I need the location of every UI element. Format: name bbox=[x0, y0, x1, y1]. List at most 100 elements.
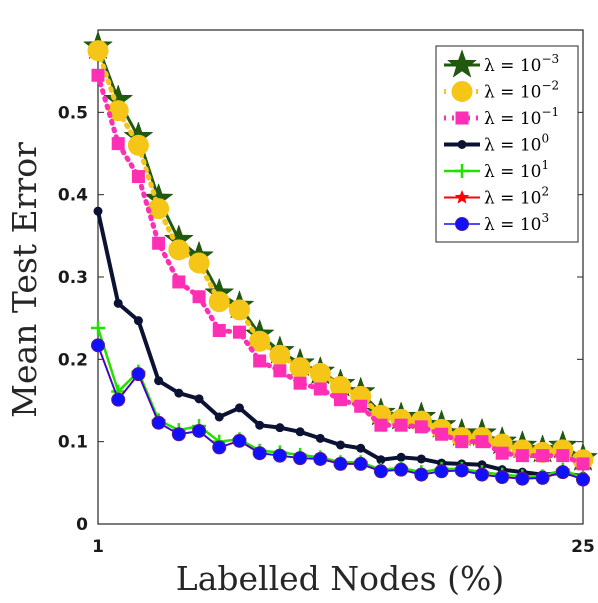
circle-marker bbox=[309, 362, 331, 384]
square-marker bbox=[435, 427, 449, 441]
plus-marker bbox=[91, 321, 105, 336]
circle-marker bbox=[293, 451, 308, 466]
square-marker bbox=[152, 236, 166, 250]
square-marker bbox=[293, 376, 307, 390]
square-marker bbox=[495, 446, 509, 460]
circle-marker bbox=[535, 470, 550, 485]
circle-marker bbox=[515, 471, 530, 486]
dot-marker bbox=[174, 388, 184, 398]
circle-marker bbox=[451, 81, 473, 102]
circle-marker bbox=[434, 464, 449, 479]
x-tick-label: 1 bbox=[92, 537, 104, 557]
circle-marker bbox=[249, 330, 271, 352]
circle-marker bbox=[151, 415, 166, 430]
legend-label: λ = 100 bbox=[484, 132, 549, 156]
circle-marker bbox=[91, 338, 105, 353]
circle-marker bbox=[232, 433, 247, 448]
circle-marker bbox=[212, 440, 227, 455]
legend-label: λ = 10−1 bbox=[484, 105, 559, 129]
circle-marker bbox=[313, 451, 328, 466]
legend-exponent: 0 bbox=[541, 132, 549, 146]
circle-marker bbox=[394, 462, 409, 477]
y-tick-label: 0.2 bbox=[58, 350, 88, 370]
circle-marker bbox=[455, 217, 469, 231]
dot-marker bbox=[234, 403, 244, 413]
y-tick-label: 0.3 bbox=[58, 268, 88, 288]
dot-marker bbox=[214, 412, 224, 422]
legend-label: λ = 102 bbox=[484, 185, 549, 209]
dot-marker bbox=[356, 443, 366, 453]
circle-marker bbox=[495, 470, 510, 485]
circle-marker bbox=[333, 456, 348, 471]
square-marker bbox=[253, 354, 267, 368]
square-marker bbox=[475, 435, 489, 449]
square-marker bbox=[414, 420, 428, 434]
legend-exponent: 2 bbox=[541, 185, 549, 199]
circle-marker bbox=[576, 472, 590, 487]
square-marker bbox=[455, 435, 469, 449]
y-tick-label: 0 bbox=[76, 515, 88, 535]
y-tick-label: 0.1 bbox=[58, 433, 88, 453]
star-marker bbox=[454, 189, 470, 204]
circle-marker bbox=[269, 344, 291, 366]
square-marker bbox=[111, 137, 125, 151]
square-marker bbox=[536, 449, 550, 463]
circle-marker bbox=[127, 134, 149, 156]
legend-label: λ = 103 bbox=[484, 211, 549, 235]
circle-marker bbox=[131, 367, 146, 382]
dot-marker bbox=[133, 316, 143, 326]
dot-marker bbox=[255, 420, 265, 430]
circle-marker bbox=[228, 299, 250, 321]
legend-exponent: −1 bbox=[541, 105, 559, 119]
square-marker bbox=[131, 170, 145, 184]
dot-marker bbox=[275, 423, 285, 433]
circle-marker bbox=[208, 291, 230, 313]
square-marker bbox=[374, 418, 388, 432]
circle-marker bbox=[272, 448, 287, 463]
circle-marker bbox=[414, 467, 429, 482]
dot-marker bbox=[477, 460, 487, 470]
dot-marker bbox=[194, 394, 204, 404]
y-tick-label: 0.4 bbox=[58, 186, 88, 206]
square-marker bbox=[91, 68, 105, 82]
dot-marker bbox=[154, 376, 164, 386]
circle-marker bbox=[192, 423, 207, 438]
square-marker bbox=[576, 457, 590, 471]
series-3 bbox=[91, 68, 590, 471]
square-marker bbox=[394, 418, 408, 432]
circle-marker bbox=[87, 40, 109, 62]
circle-marker bbox=[252, 446, 267, 461]
plus-marker bbox=[455, 164, 469, 178]
legend-exponent: 1 bbox=[541, 158, 549, 172]
circle-marker bbox=[289, 357, 311, 379]
circle-marker bbox=[474, 467, 489, 482]
circle-marker bbox=[168, 239, 190, 261]
square-marker bbox=[354, 399, 368, 413]
x-axis-label: Labelled Nodes (%) bbox=[176, 559, 504, 598]
circle-marker bbox=[454, 463, 469, 478]
square-marker bbox=[172, 275, 186, 289]
y-tick-label: 0.5 bbox=[58, 103, 88, 123]
x-tick-label: 25 bbox=[571, 537, 595, 557]
series-7 bbox=[91, 338, 590, 487]
circle-marker bbox=[373, 464, 388, 479]
circle-marker bbox=[111, 392, 126, 407]
legend-exponent: 3 bbox=[541, 211, 549, 225]
circle-marker bbox=[188, 252, 210, 274]
square-marker bbox=[556, 449, 570, 463]
legend-exponent: −3 bbox=[541, 52, 559, 66]
square-marker bbox=[273, 364, 287, 378]
dot-marker bbox=[295, 427, 305, 437]
dot-marker bbox=[416, 454, 426, 464]
y-axis-label: Mean Test Error bbox=[5, 142, 44, 418]
square-marker bbox=[515, 449, 529, 463]
square-marker bbox=[192, 290, 206, 304]
square-marker bbox=[313, 382, 327, 396]
square-marker bbox=[232, 325, 246, 339]
circle-marker bbox=[107, 100, 129, 122]
circle-marker bbox=[353, 456, 368, 471]
square-marker bbox=[455, 111, 469, 125]
legend-label: λ = 101 bbox=[484, 158, 549, 182]
